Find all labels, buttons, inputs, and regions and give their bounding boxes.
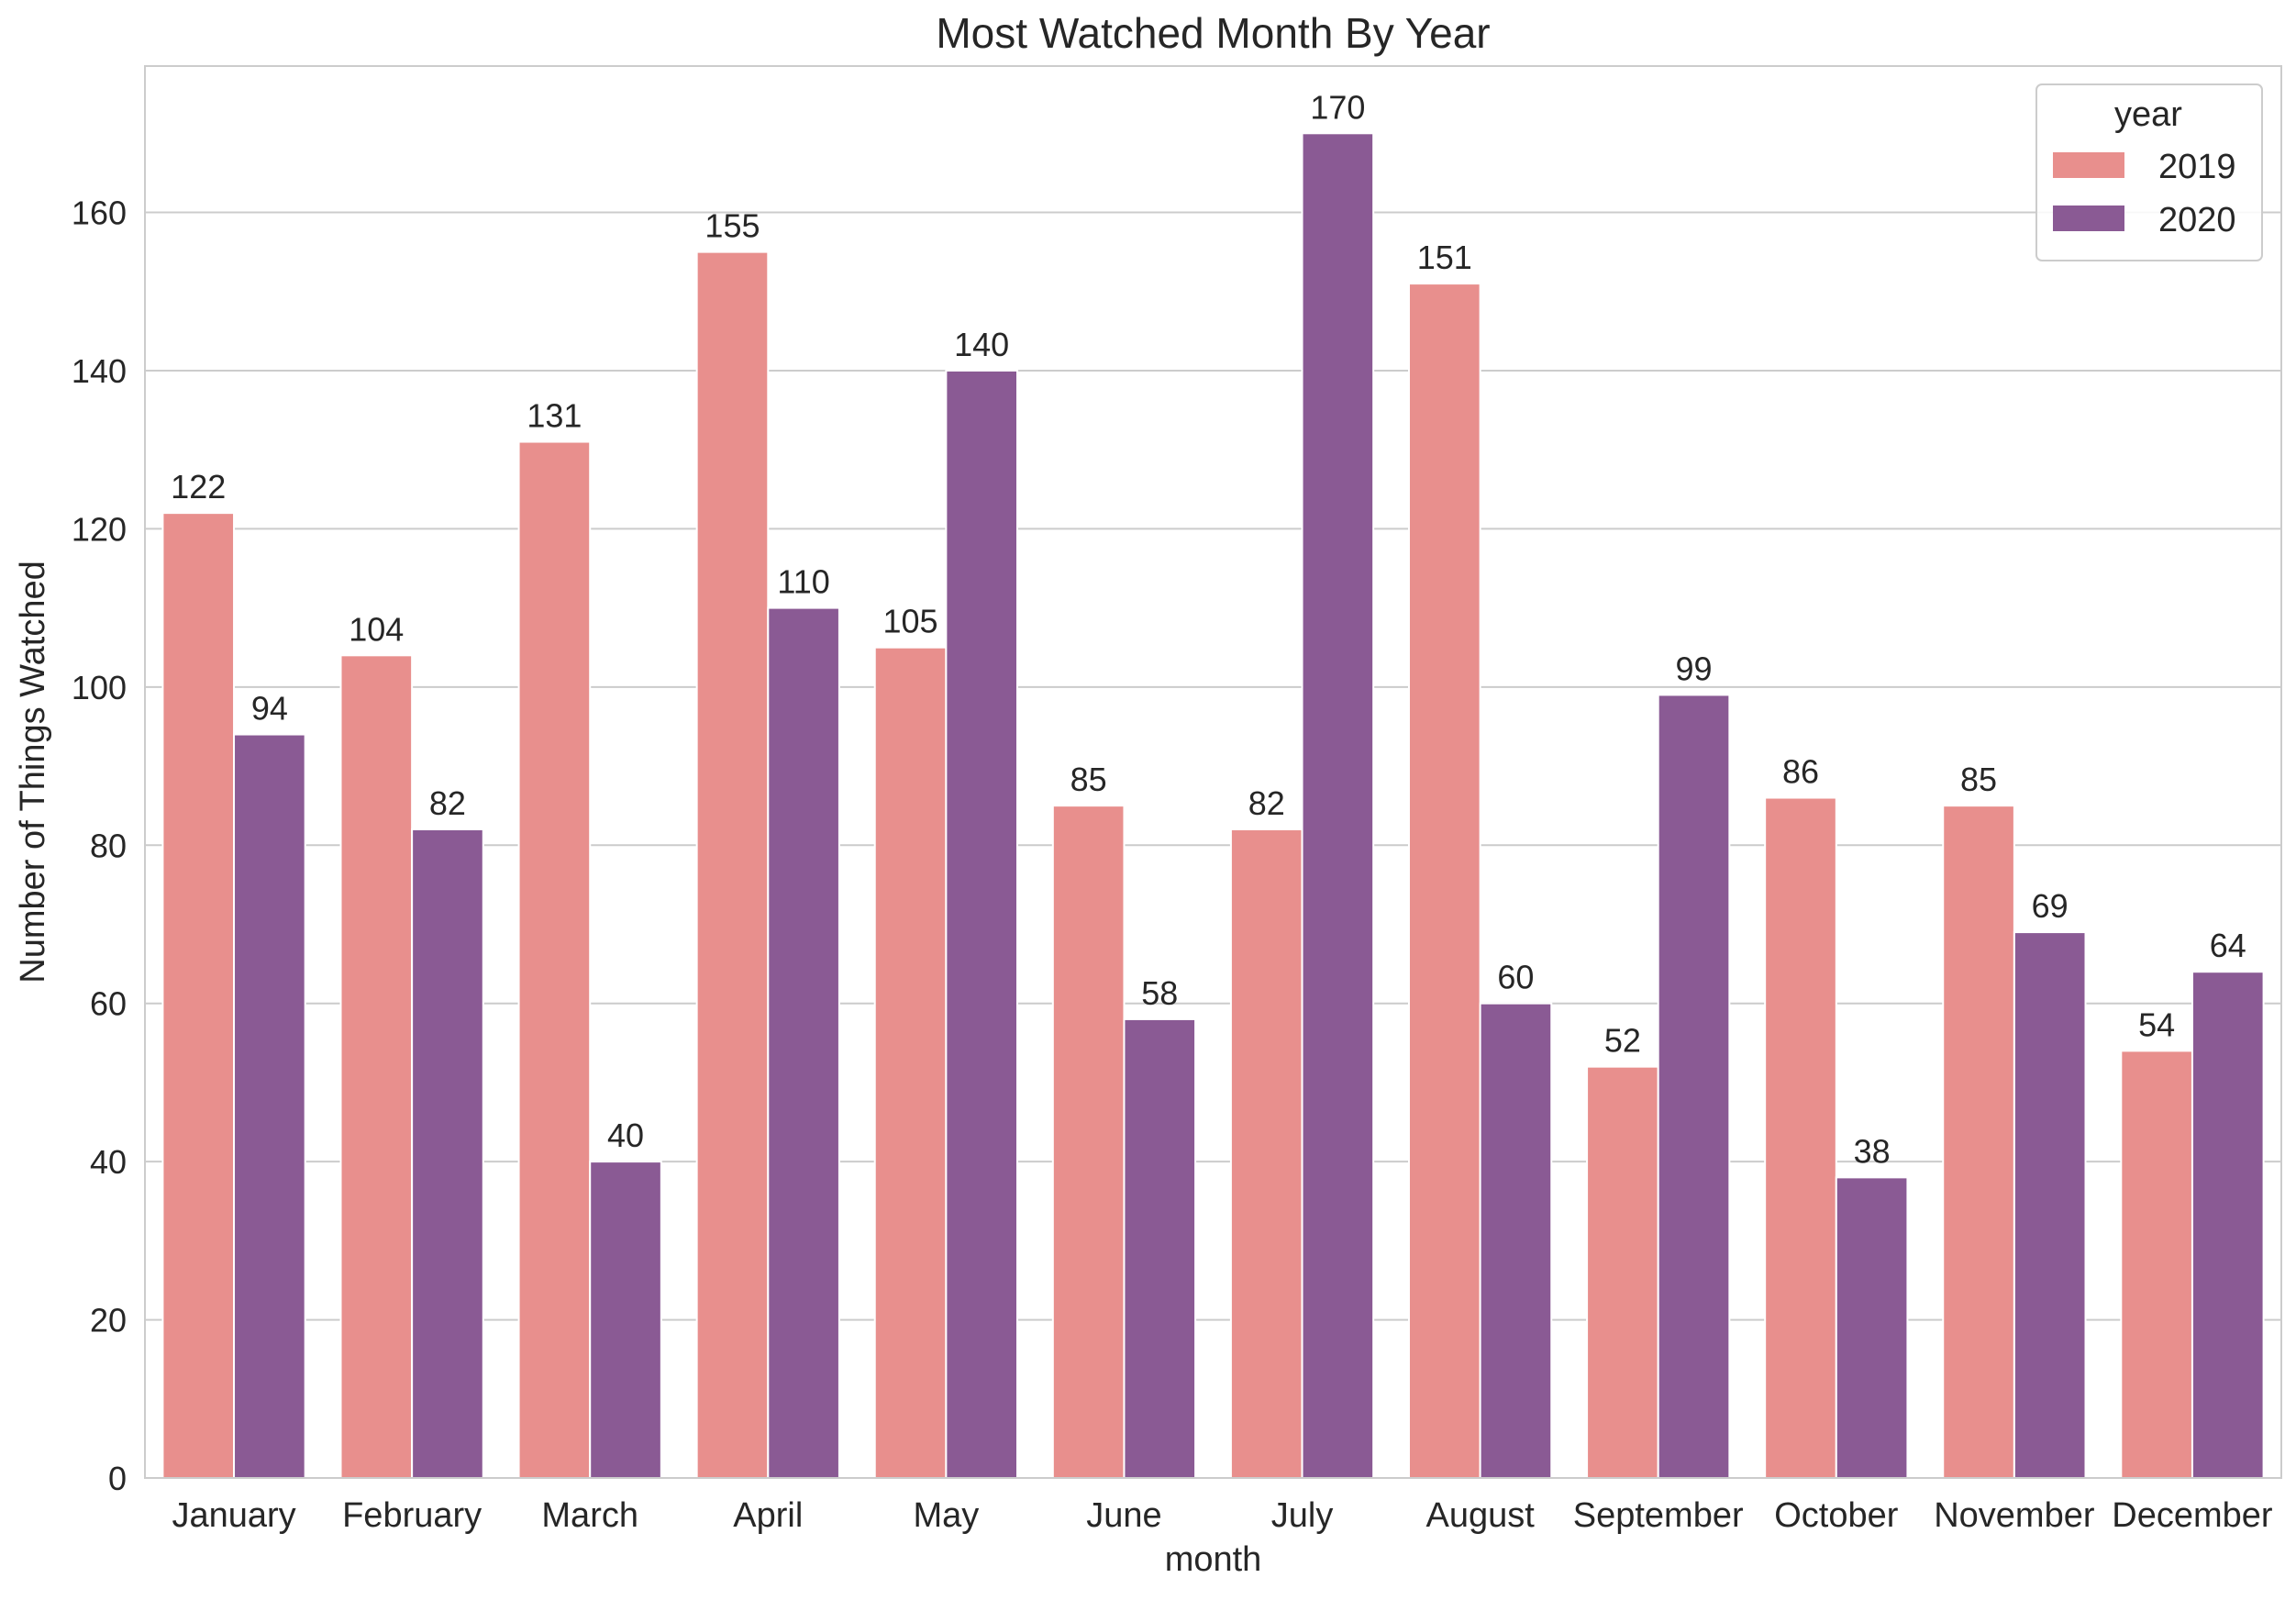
x-tick-label: October <box>1774 1496 1899 1535</box>
y-tick-label: 80 <box>90 827 127 864</box>
legend-title: year <box>2114 95 2182 134</box>
data-label: 52 <box>1604 1022 1641 1060</box>
data-label: 82 <box>429 784 466 822</box>
data-label: 85 <box>1070 761 1107 798</box>
bar-2020 <box>411 828 484 1479</box>
data-label: 104 <box>349 610 404 648</box>
x-tick-label: November <box>1934 1496 2095 1535</box>
bar-2019 <box>161 512 236 1480</box>
x-tick-label: December <box>2112 1496 2273 1535</box>
data-label: 38 <box>1854 1132 1891 1170</box>
x-tick-label: March <box>541 1496 638 1535</box>
y-axis-ticks: 0 20 40 60 80 100 120 140 160 <box>72 194 127 1497</box>
y-tick-label: 0 <box>108 1460 127 1497</box>
legend: year 2019 2020 <box>2035 83 2263 261</box>
data-label: 82 <box>1248 784 1285 822</box>
bar-2020 <box>1657 694 1731 1479</box>
x-tick-label: September <box>1573 1496 1744 1535</box>
data-label: 105 <box>883 603 938 640</box>
plot-frame <box>144 65 2282 1479</box>
x-axis-label: month <box>1165 1540 1262 1579</box>
bar-2019 <box>517 440 592 1479</box>
data-label: 99 <box>1676 650 1713 687</box>
bars <box>161 132 2265 1480</box>
bar-2020 <box>2191 971 2265 1479</box>
data-label: 151 <box>1417 239 1472 276</box>
data-label: 54 <box>2138 1006 2175 1043</box>
data-label: 170 <box>1310 88 1365 126</box>
data-label: 40 <box>607 1117 644 1154</box>
y-tick-label: 140 <box>72 352 127 390</box>
bar-2019 <box>1764 796 1837 1479</box>
bar-2019 <box>695 250 770 1480</box>
x-tick-label: August <box>1425 1496 1535 1535</box>
y-tick-label: 160 <box>72 194 127 232</box>
bar-2019 <box>1407 283 1481 1479</box>
x-tick-label: February <box>342 1496 482 1535</box>
legend-label-2020: 2020 <box>2158 201 2236 239</box>
legend-label-2019: 2019 <box>2158 148 2236 186</box>
bar-2020 <box>233 733 306 1479</box>
x-tick-label: April <box>733 1496 803 1535</box>
x-tick-label: June <box>1086 1496 1161 1535</box>
data-label: 64 <box>2210 927 2246 964</box>
y-tick-label: 120 <box>72 510 127 548</box>
data-label: 110 <box>777 563 829 601</box>
x-tick-label: July <box>1271 1496 1334 1535</box>
bar-2019 <box>1051 805 1126 1479</box>
bar-2020 <box>1479 1002 1553 1479</box>
data-label: 131 <box>527 397 582 435</box>
data-label: 94 <box>251 690 288 728</box>
y-tick-label: 100 <box>72 669 127 706</box>
data-labels: 122 104 131 155 105 85 82 151 52 86 85 54 94 82 40 110 1… <box>171 88 2246 1170</box>
data-label: 155 <box>704 207 760 245</box>
x-tick-label: May <box>913 1496 979 1535</box>
bar-2020 <box>1123 1017 1197 1479</box>
bar-2020 <box>767 606 840 1479</box>
bar-2019 <box>1942 805 2015 1479</box>
y-tick-label: 60 <box>90 985 127 1023</box>
data-label: 58 <box>1141 974 1178 1012</box>
y-tick-label: 40 <box>90 1143 127 1181</box>
data-label: 60 <box>1497 959 1534 996</box>
y-axis-label: Number of Things Watched <box>14 561 52 983</box>
data-label: 85 <box>1960 761 1997 798</box>
x-tick-label: January <box>172 1496 295 1535</box>
bar-2019 <box>873 646 948 1479</box>
bar-2019 <box>1229 828 1303 1479</box>
x-axis-ticks: January February March April May June July Augu… <box>172 1496 2273 1535</box>
data-label: 69 <box>2032 887 2069 925</box>
bar-2020 <box>1301 132 1375 1479</box>
bar-2020 <box>589 1161 662 1480</box>
legend-swatch-2020 <box>2053 206 2124 231</box>
chart-title: Most Watched Month By Year <box>936 9 1490 57</box>
data-label: 86 <box>1782 753 1819 791</box>
legend-swatch-2019 <box>2053 152 2124 178</box>
bar-2019 <box>339 654 414 1479</box>
bar-2019 <box>2120 1050 2193 1479</box>
data-label: 122 <box>171 468 226 506</box>
y-tick-label: 20 <box>90 1302 127 1339</box>
bar-2020 <box>1835 1176 1909 1479</box>
bar-2019 <box>1586 1065 1659 1479</box>
bar-2020 <box>2013 931 2087 1479</box>
bar-2020 <box>945 369 1019 1479</box>
data-label: 140 <box>954 326 1009 363</box>
